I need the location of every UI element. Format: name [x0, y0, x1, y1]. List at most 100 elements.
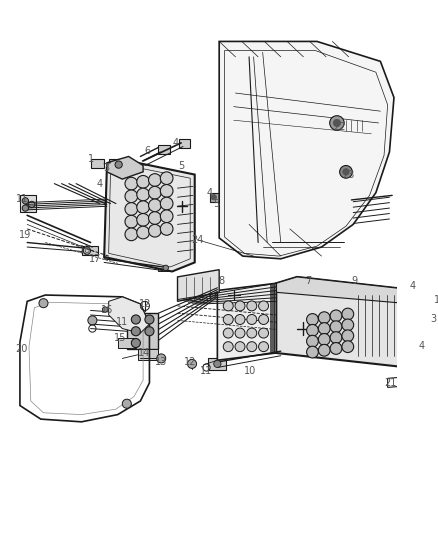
Text: 8: 8 — [218, 276, 224, 286]
Circle shape — [307, 335, 318, 347]
Circle shape — [160, 197, 173, 210]
Polygon shape — [219, 42, 394, 259]
Circle shape — [247, 342, 257, 352]
Polygon shape — [107, 157, 143, 179]
Circle shape — [318, 312, 330, 324]
Text: 3: 3 — [430, 314, 436, 325]
Bar — [91, 159, 104, 168]
Circle shape — [307, 325, 318, 336]
Circle shape — [137, 175, 149, 188]
Circle shape — [342, 319, 353, 331]
Circle shape — [214, 360, 221, 367]
Text: 4: 4 — [419, 341, 425, 351]
Circle shape — [211, 195, 216, 200]
Text: 5: 5 — [213, 199, 219, 208]
Circle shape — [148, 199, 161, 212]
Circle shape — [137, 226, 149, 239]
Polygon shape — [435, 292, 438, 365]
Circle shape — [115, 161, 122, 168]
Text: 4: 4 — [410, 281, 416, 291]
Circle shape — [163, 265, 169, 271]
Text: 1: 1 — [88, 154, 94, 164]
Circle shape — [223, 314, 233, 325]
Circle shape — [22, 205, 28, 211]
Bar — [118, 337, 136, 349]
Circle shape — [258, 314, 268, 325]
Polygon shape — [104, 161, 195, 271]
Circle shape — [235, 301, 245, 311]
Text: 1: 1 — [434, 295, 438, 304]
Text: 4: 4 — [207, 188, 213, 198]
Bar — [81, 246, 98, 255]
Text: 20: 20 — [16, 344, 28, 354]
Text: 13: 13 — [155, 357, 167, 367]
Circle shape — [235, 328, 245, 338]
Text: 21: 21 — [384, 378, 396, 388]
Circle shape — [187, 359, 197, 368]
Circle shape — [318, 334, 330, 345]
Circle shape — [148, 174, 161, 187]
Circle shape — [247, 314, 257, 325]
Circle shape — [223, 342, 233, 352]
Polygon shape — [276, 277, 438, 369]
Circle shape — [307, 313, 318, 325]
Circle shape — [307, 346, 318, 358]
Bar — [208, 358, 226, 370]
Circle shape — [343, 168, 349, 175]
Circle shape — [102, 307, 108, 312]
Circle shape — [145, 327, 154, 336]
Circle shape — [160, 184, 173, 197]
Bar — [159, 264, 173, 271]
Text: 12: 12 — [184, 357, 196, 367]
Circle shape — [330, 116, 344, 130]
Circle shape — [223, 328, 233, 338]
Circle shape — [148, 212, 161, 224]
Circle shape — [148, 187, 161, 199]
Text: 18: 18 — [79, 245, 91, 255]
Text: 24: 24 — [191, 235, 204, 245]
Text: 7: 7 — [305, 276, 311, 286]
Text: 5: 5 — [178, 161, 184, 172]
Text: 15: 15 — [114, 333, 127, 343]
Text: 22: 22 — [333, 122, 346, 132]
Text: 19: 19 — [19, 230, 32, 240]
Circle shape — [160, 223, 173, 235]
Text: 16: 16 — [101, 305, 113, 316]
Text: 11: 11 — [116, 317, 128, 327]
Circle shape — [125, 203, 138, 215]
Text: 4: 4 — [96, 179, 102, 189]
Circle shape — [318, 322, 330, 334]
Text: 10: 10 — [244, 366, 256, 376]
Circle shape — [125, 228, 138, 241]
Circle shape — [258, 342, 268, 352]
Circle shape — [131, 327, 141, 336]
Circle shape — [258, 328, 268, 338]
Text: 23: 23 — [343, 169, 355, 180]
Circle shape — [137, 201, 149, 214]
Bar — [109, 159, 129, 170]
Circle shape — [131, 338, 141, 348]
Polygon shape — [217, 283, 276, 360]
Text: 12: 12 — [139, 299, 151, 309]
Circle shape — [339, 166, 352, 178]
Circle shape — [223, 301, 233, 311]
Text: 3: 3 — [104, 163, 110, 173]
Bar — [127, 313, 159, 349]
Bar — [210, 193, 221, 202]
Text: 14: 14 — [138, 348, 150, 358]
Circle shape — [22, 198, 28, 204]
Bar — [179, 139, 190, 148]
Circle shape — [342, 330, 353, 342]
Circle shape — [148, 224, 161, 237]
Text: 11: 11 — [16, 194, 28, 204]
Circle shape — [342, 341, 353, 352]
Circle shape — [145, 315, 154, 324]
Text: 4: 4 — [173, 138, 179, 148]
Circle shape — [125, 177, 138, 190]
Circle shape — [125, 190, 138, 203]
Circle shape — [88, 316, 97, 325]
Circle shape — [258, 301, 268, 311]
Text: 9: 9 — [351, 276, 357, 286]
Bar — [20, 196, 36, 212]
Text: 17: 17 — [89, 254, 101, 264]
